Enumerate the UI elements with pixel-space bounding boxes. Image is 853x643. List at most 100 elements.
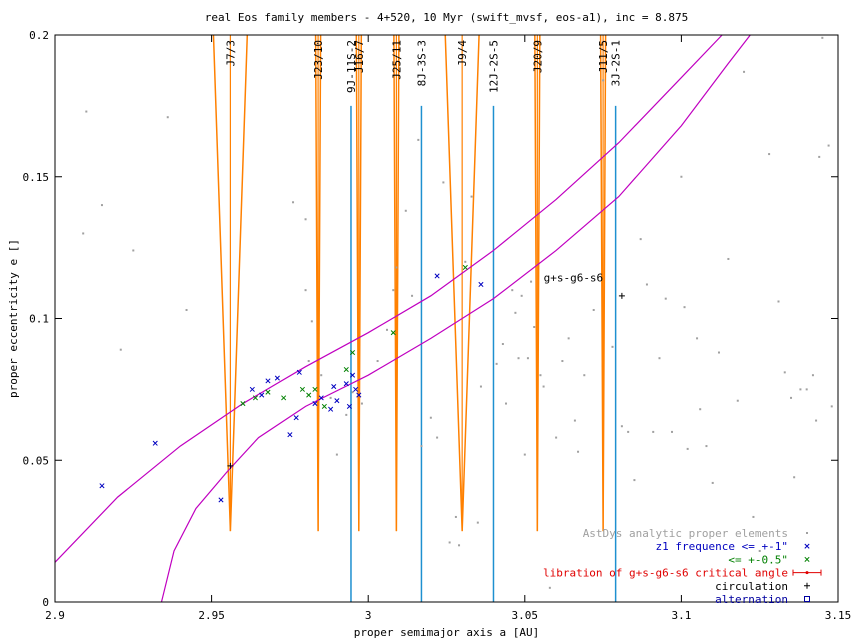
z1-upper-curve <box>54 34 723 563</box>
data-point <box>304 218 307 221</box>
legend-marker <box>806 532 808 534</box>
data-point <box>620 425 623 428</box>
data-point <box>353 386 359 392</box>
data-point <box>686 447 689 450</box>
data-point <box>520 294 523 297</box>
data-point <box>293 415 299 421</box>
data-point <box>411 294 414 297</box>
data-point <box>227 462 234 469</box>
resonance-label: J9/4 <box>456 40 469 67</box>
data-point <box>299 386 305 392</box>
legend-label: alternation <box>715 593 788 606</box>
data-point <box>119 348 122 351</box>
data-point <box>567 337 570 340</box>
data-point <box>548 586 551 589</box>
data-point <box>259 392 265 398</box>
data-point <box>602 79 605 82</box>
data-point <box>464 260 467 263</box>
data-point <box>811 374 814 377</box>
data-point <box>727 257 730 260</box>
data-point <box>346 403 352 409</box>
data-point <box>664 297 667 300</box>
legend-marker <box>804 556 810 562</box>
data-point <box>533 326 536 329</box>
data-point <box>185 308 188 311</box>
data-point <box>331 383 337 390</box>
data-point <box>310 320 313 323</box>
data-point <box>345 413 348 416</box>
y-tick-label: 0.05 <box>23 454 50 467</box>
data-point <box>321 403 327 409</box>
data-point <box>783 371 786 374</box>
x-tick-label: 3 <box>365 609 372 622</box>
data-point <box>320 374 323 377</box>
data-point <box>458 544 461 547</box>
resonance-label: J20/9 <box>531 40 544 73</box>
data-point <box>462 264 468 271</box>
data-point <box>265 378 271 384</box>
resonance-label: J23/10 <box>312 40 325 80</box>
data-point <box>265 389 271 395</box>
data-point <box>523 453 526 456</box>
data-point <box>514 311 517 314</box>
data-point <box>526 357 529 360</box>
plot-frame <box>54 34 839 603</box>
data-point <box>85 110 88 113</box>
data-point <box>671 430 674 433</box>
y-tick-label: 0.2 <box>29 29 49 42</box>
data-point <box>511 289 514 292</box>
data-point <box>307 360 310 363</box>
legend-marker <box>804 596 810 602</box>
data-point <box>495 362 498 365</box>
data-point <box>818 155 821 158</box>
data-point <box>287 432 293 438</box>
resonance-curve-label: g+s-g6-s6 <box>544 272 604 285</box>
data-point <box>479 385 482 388</box>
z1-lower-curve <box>160 34 751 603</box>
data-point <box>328 406 334 412</box>
resonance-label: J11/5 <box>597 40 610 73</box>
data-point <box>539 374 542 377</box>
legend-label: circulation <box>715 580 788 593</box>
data-point <box>152 440 158 446</box>
x-tick-label: 3.1 <box>671 609 691 622</box>
data-point <box>292 201 295 204</box>
data-point <box>306 392 312 398</box>
data-point <box>478 281 484 288</box>
data-point <box>830 405 833 408</box>
data-point <box>768 153 771 156</box>
data-point <box>583 374 586 377</box>
data-point <box>793 476 796 479</box>
data-point <box>699 408 702 411</box>
data-point <box>639 238 642 241</box>
data-point <box>252 395 259 401</box>
data-point <box>218 497 224 503</box>
data-point <box>99 483 105 489</box>
data-point <box>736 399 739 402</box>
y-tick-label: 0.1 <box>29 313 49 326</box>
data-point <box>790 396 793 399</box>
data-point <box>312 386 318 392</box>
data-point <box>404 209 407 212</box>
resonance-label: 9J-11S-2 <box>345 40 358 93</box>
data-point <box>349 372 356 378</box>
data-point <box>166 116 169 119</box>
data-point <box>360 402 363 405</box>
data-point <box>335 453 338 456</box>
data-point <box>555 436 558 439</box>
legend-marker <box>804 582 810 589</box>
data-point <box>82 232 85 235</box>
resonance-label: 12J-2S-5 <box>487 40 500 93</box>
data-point <box>611 345 614 348</box>
data-point <box>627 430 630 433</box>
data-point <box>573 419 576 422</box>
legend-marker-center <box>805 571 809 575</box>
x-axis-label: proper semimajor axis a [AU] <box>354 626 539 639</box>
resonance-label: J25/11 <box>390 40 403 80</box>
data-point <box>705 445 708 448</box>
data-point <box>827 144 830 147</box>
data-point <box>390 330 396 336</box>
data-point <box>815 419 818 422</box>
data-point <box>561 360 564 363</box>
